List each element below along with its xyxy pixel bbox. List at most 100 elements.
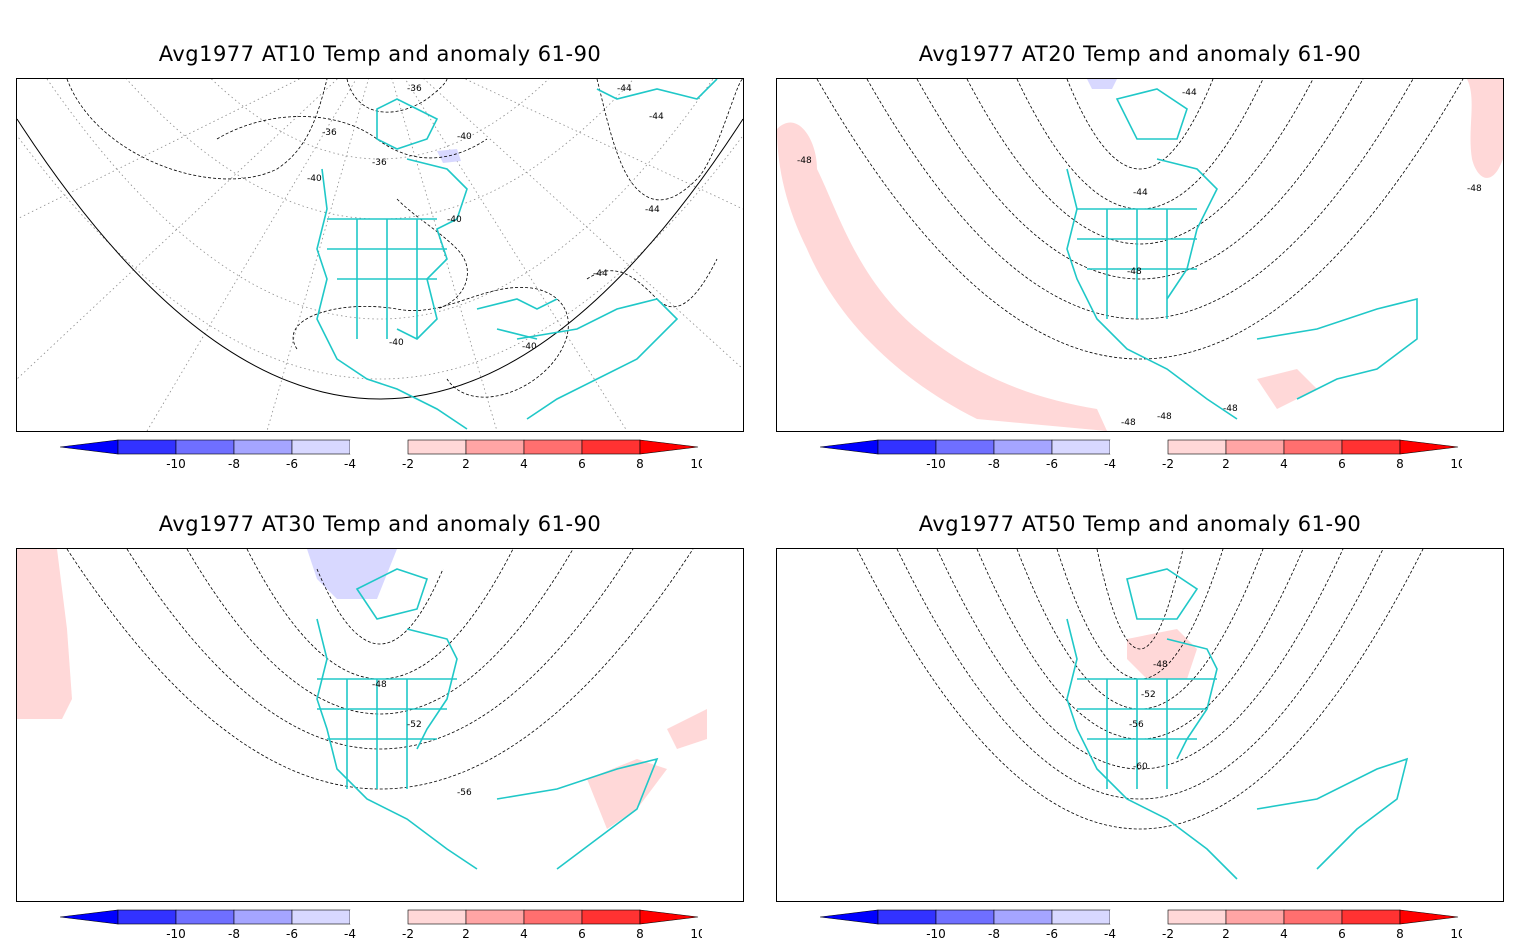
colorbar-swatch <box>233 909 293 925</box>
contour-label: -60 <box>1133 762 1148 772</box>
colorbar-tick-label: -2 <box>402 927 414 941</box>
contour-label: -36 <box>372 158 387 168</box>
colorbar-tick-label: 8 <box>636 457 644 471</box>
contour-label: -48 <box>1127 267 1142 277</box>
anomaly-patch <box>1467 79 1503 178</box>
contour-label: -48 <box>1223 404 1238 414</box>
colorbar-swatch <box>581 439 641 455</box>
colorbar-swatch <box>1225 909 1285 925</box>
colorbar-tick-label: 4 <box>520 457 528 471</box>
colorbar-tick-label: 6 <box>1338 927 1346 941</box>
colorbar-tick-label: -10 <box>166 457 186 471</box>
colorbar-tick-label: 4 <box>1280 457 1288 471</box>
colorbar-arrow-left <box>820 439 879 455</box>
colorbar-swatch <box>523 439 583 455</box>
panel-at20: Avg1977 AT20 Temp and anomaly 61-90 -44 … <box>776 0 1516 471</box>
anomaly-patch <box>1257 369 1317 409</box>
panel-title: Avg1977 AT30 Temp and anomaly 61-90 <box>158 512 602 536</box>
colorbar-tick-label: -6 <box>286 457 298 471</box>
colorbar-tick-label: -4 <box>344 457 356 471</box>
panel-at50: Avg1977 AT50 Temp and anomaly 61-90 -48 … <box>776 470 1516 941</box>
anomaly-patch <box>17 549 72 719</box>
contour-label: -48 <box>372 680 387 690</box>
contour-label: -44 <box>593 269 608 279</box>
contour-label: -44 <box>617 84 632 94</box>
colorbar-arrow-left <box>60 909 119 925</box>
map-frame: -48 -52 -56 -60 <box>776 548 1504 902</box>
colorbar-tick-label: -2 <box>402 457 414 471</box>
colorbar-arrow-right <box>1399 439 1459 455</box>
contour-label: -44 <box>1182 88 1197 98</box>
map-svg: -36 -36 -36 -40 -40 -40 -40 -40 -44 -44 … <box>17 79 743 431</box>
colorbar-swatch <box>1341 909 1401 925</box>
contours <box>856 549 1424 830</box>
contour-label: -36 <box>407 84 422 94</box>
colorbar-tick-label: 2 <box>462 927 470 941</box>
colorbar: -10 -8 -6 -4 -2 2 4 6 8 10 <box>820 909 1462 941</box>
contour-label: -48 <box>1121 418 1136 428</box>
colorbar-arrow-right <box>639 439 699 455</box>
contour-labels: -48 -52 -56 -60 <box>1129 660 1168 772</box>
colorbar-tick-label: -8 <box>988 927 1000 941</box>
contour-label: -44 <box>645 205 660 215</box>
anomaly-patch <box>667 709 707 749</box>
colorbar-tick-label: -10 <box>926 927 946 941</box>
colorbar-arrow-left <box>60 439 119 455</box>
contour-label: -48 <box>1467 184 1482 194</box>
graticule <box>17 79 743 431</box>
map-frame: -36 -36 -36 -40 -40 -40 -40 -40 -44 -44 … <box>16 78 744 432</box>
contour-label: -56 <box>1129 720 1144 730</box>
colorbar-arrow-right <box>1399 909 1459 925</box>
colorbar-tick-label: -4 <box>1104 457 1116 471</box>
panel-title: Avg1977 AT10 Temp and anomaly 61-90 <box>158 42 602 66</box>
colorbar-swatch <box>581 909 641 925</box>
contour-labels: -48 -52 -56 <box>372 680 472 798</box>
colorbar-tick-label: -8 <box>228 927 240 941</box>
colorbar: -10 -8 -6 -4 -2 2 4 6 8 10 <box>820 439 1462 471</box>
map-svg: -48 -52 -56 <box>17 549 707 870</box>
colorbar-swatch <box>350 910 408 924</box>
colorbar-tick-label: 4 <box>520 927 528 941</box>
coastlines <box>316 568 659 870</box>
anomaly-patch <box>307 549 397 599</box>
colorbar-tick-label: -6 <box>1046 927 1058 941</box>
colorbar-tick-label: 8 <box>1396 927 1404 941</box>
colorbar-swatch <box>523 909 583 925</box>
contour-label: -44 <box>1133 188 1148 198</box>
colorbar-tick-label: 6 <box>1338 457 1346 471</box>
colorbar-tick-label: 8 <box>636 927 644 941</box>
colorbar-swatch <box>935 909 995 925</box>
colorbar-swatch <box>1167 439 1227 455</box>
coastlines <box>1066 88 1418 420</box>
contour-label: -48 <box>797 156 812 166</box>
colorbar-swatch <box>175 439 235 455</box>
panel-at30: Avg1977 AT30 Temp and anomaly 61-90 -48 … <box>16 470 756 941</box>
colorbar-tick-label: 6 <box>578 457 586 471</box>
colorbar-swatch <box>877 439 937 455</box>
coastlines <box>316 79 718 430</box>
colorbar-swatch <box>291 439 351 455</box>
colorbar-swatch <box>233 439 293 455</box>
colorbar-swatch <box>1225 439 1285 455</box>
colorbar-tick-label: -10 <box>926 457 946 471</box>
colorbar-swatch <box>175 909 235 925</box>
colorbar-tick-label: 10 <box>690 927 702 941</box>
colorbar-swatch <box>117 439 177 455</box>
colorbar-tick-label: -8 <box>228 457 240 471</box>
colorbar-tick-label: 6 <box>578 927 586 941</box>
colorbar-tick-label: 10 <box>690 457 702 471</box>
colorbar-swatch <box>993 439 1053 455</box>
map-svg: -44 -44 -48 -48 -48 -48 -48 -48 <box>777 79 1503 431</box>
panel-at10: Avg1977 AT10 Temp and anomaly 61-90 <box>16 0 756 471</box>
colorbar-arrow-right <box>639 909 699 925</box>
colorbar-tick-label: -2 <box>1162 927 1174 941</box>
panel-title: Avg1977 AT50 Temp and anomaly 61-90 <box>918 512 1362 536</box>
colorbar-tick-label: 2 <box>1222 927 1230 941</box>
contour-label: -56 <box>457 788 472 798</box>
anomaly-patch <box>1127 629 1197 679</box>
contours <box>816 79 1464 360</box>
contour-labels: -36 -36 -36 -40 -40 -40 -40 -40 -44 -44 … <box>307 84 664 352</box>
colorbar-swatch <box>1283 439 1343 455</box>
colorbar-tick-label: 4 <box>1280 927 1288 941</box>
colorbar-swatch <box>1110 440 1168 454</box>
